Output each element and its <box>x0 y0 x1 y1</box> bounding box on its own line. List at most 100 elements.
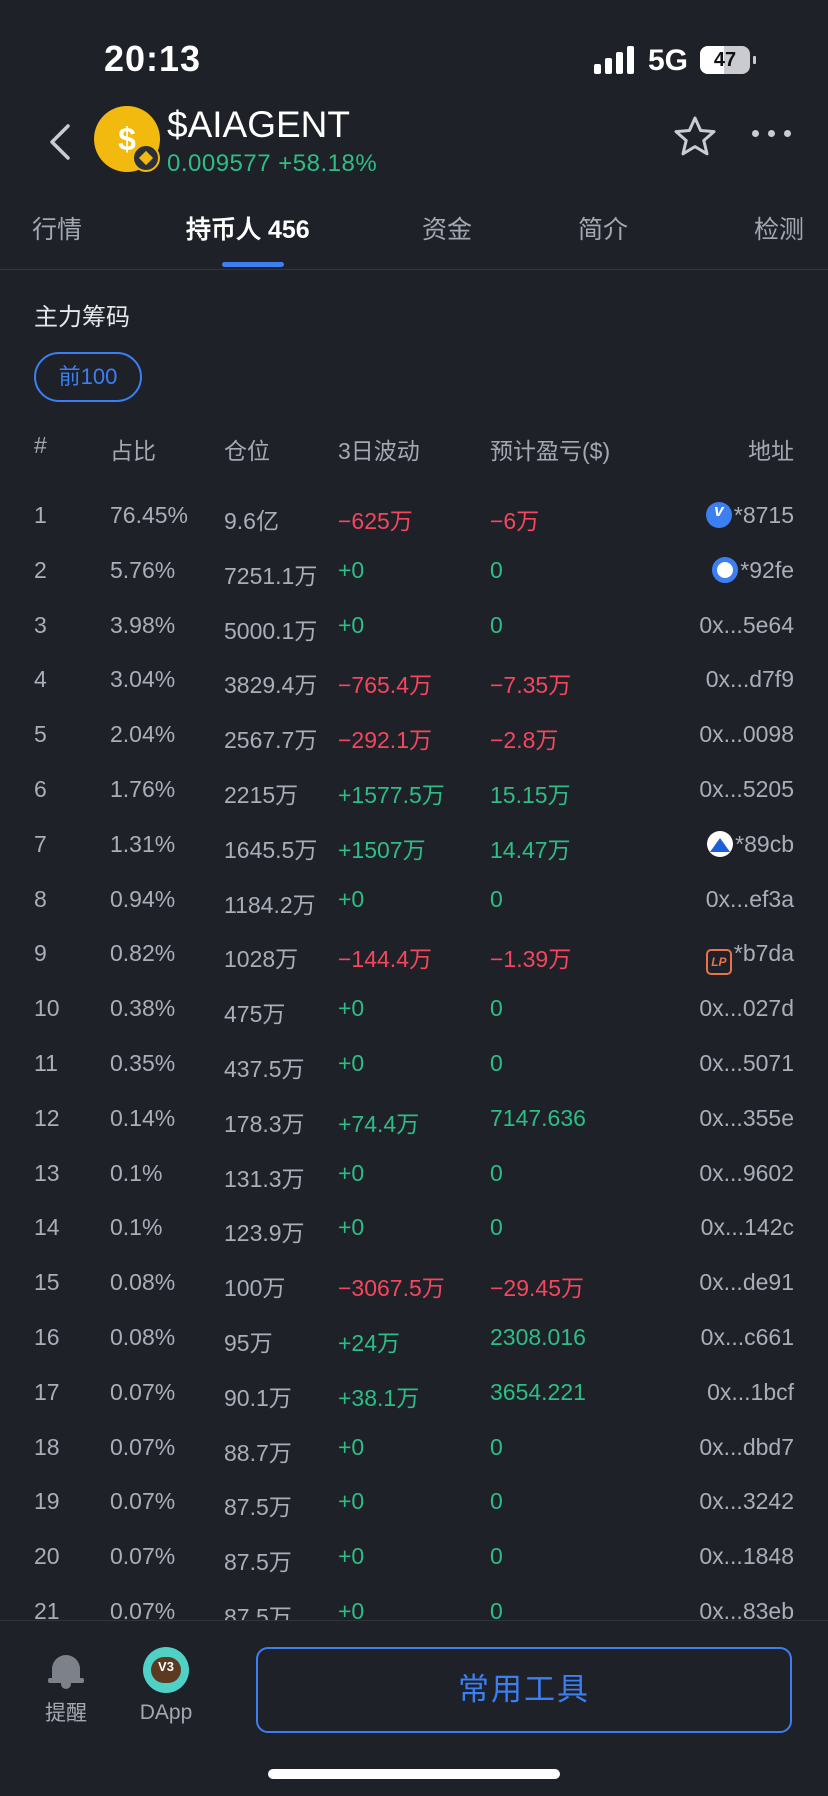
row-share: 76.45% <box>110 502 189 528</box>
table-row[interactable]: 11 0.35% 437.5万 +0 0 0x...5071 <box>0 1038 828 1093</box>
table-row[interactable]: 14 0.1% 123.9万 +0 0 0x...142c <box>0 1202 828 1257</box>
row-address[interactable]: 0x...027d <box>699 995 794 1022</box>
row-pnl: 0 <box>490 1159 503 1186</box>
row-address[interactable]: 0x...9602 <box>699 1160 794 1187</box>
row-pnl: 0 <box>490 1598 503 1620</box>
table-row[interactable]: 10 0.38% 475万 +0 0 0x...027d <box>0 983 828 1038</box>
row-address[interactable]: 0x...0098 <box>699 721 794 748</box>
row-address-text: 0x...c661 <box>700 1324 794 1350</box>
table-row[interactable]: 19 0.07% 87.5万 +0 0 0x...3242 <box>0 1476 828 1531</box>
row-rank: 16 <box>34 1324 60 1350</box>
row-rank: 12 <box>34 1104 60 1131</box>
row-address[interactable]: 0x...83eb <box>699 1598 794 1620</box>
row-pnl: −7.35万 <box>490 672 572 699</box>
table-row[interactable]: 6 1.76% 2215万 +1577.5万 15.15万 0x...5205 <box>0 764 828 819</box>
row-address-text: 0x...83eb <box>699 1598 794 1620</box>
row-rank: 21 <box>34 1598 60 1620</box>
row-address[interactable]: 0x...355e <box>699 1105 794 1132</box>
row-address[interactable]: 0x...ef3a <box>706 886 794 913</box>
row-share: 0.08% <box>110 1269 176 1296</box>
table-row[interactable]: 17 0.07% 90.1万 +38.1万 3654.221 0x...1bcf <box>0 1367 828 1422</box>
row-pnl: 2308.016 <box>490 1324 586 1350</box>
dapp-icon: V3 <box>143 1647 189 1693</box>
battery-level: 47 <box>713 49 737 71</box>
row-3day-change: −3067.5万 <box>338 1275 445 1302</box>
row-3day-change: +0 <box>338 1598 365 1620</box>
row-address[interactable]: 0x...5071 <box>699 1050 794 1077</box>
row-pnl: −1.39万 <box>490 946 572 973</box>
dapp-button[interactable]: V3 DApp <box>126 1647 206 1725</box>
row-rank: 11 <box>34 1050 58 1076</box>
row-address[interactable]: 0x...de91 <box>699 1269 794 1296</box>
tab-intro[interactable]: 简介 <box>578 216 629 244</box>
row-share: 0.07% <box>110 1543 176 1570</box>
row-share: 3.98% <box>110 611 176 638</box>
header-share: 占比 <box>110 438 156 464</box>
tab-holders[interactable]: 持币人 456 <box>186 216 310 244</box>
row-address[interactable]: 0x...c661 <box>701 1324 794 1351</box>
row-address-text: 0x...355e <box>699 1104 794 1131</box>
row-address[interactable]: 0x...5e64 <box>699 612 794 639</box>
row-pnl: 15.15万 <box>490 782 571 808</box>
table-row[interactable]: 18 0.07% 88.7万 +0 0 0x...dbd7 <box>0 1422 828 1477</box>
row-pnl: −6万 <box>490 508 540 534</box>
tab-funds[interactable]: 资金 <box>422 216 473 244</box>
row-address[interactable]: 0x...1bcf <box>707 1379 794 1406</box>
table-row[interactable]: 2 5.76% 7251.1万 +0 0 *92fe <box>0 545 828 600</box>
more-icon[interactable] <box>752 128 792 140</box>
lp-badge-icon: LP <box>705 949 732 976</box>
tab-check[interactable]: 检测 <box>754 216 805 244</box>
table-row[interactable]: 3 3.98% 5000.1万 +0 0 0x...5e64 <box>0 600 828 655</box>
row-position: 7251.1万 <box>224 562 318 589</box>
table-row[interactable]: 21 0.07% 87.5万 +0 0 0x...83eb <box>0 1586 828 1620</box>
row-address[interactable]: 0x...5205 <box>699 776 794 803</box>
row-address[interactable]: *92fe <box>712 556 794 584</box>
table-row[interactable]: 4 3.04% 3829.4万 −765.4万 −7.35万 0x...d7f9 <box>0 654 828 709</box>
row-share: 0.08% <box>110 1324 176 1350</box>
row-pnl: 0 <box>490 1543 503 1570</box>
table-row[interactable]: 16 0.08% 95万 +24万 2308.016 0x...c661 <box>0 1312 828 1367</box>
top100-filter-pill[interactable]: 前100 <box>34 352 142 402</box>
row-address[interactable]: *89cb <box>707 830 794 858</box>
row-share: 5.76% <box>110 556 176 583</box>
favorite-star-icon[interactable] <box>672 114 718 160</box>
table-row[interactable]: 15 0.08% 100万 −3067.5万 −29.45万 0x...de91 <box>0 1257 828 1312</box>
row-address-text: 0x...dbd7 <box>699 1433 794 1460</box>
table-row[interactable]: 8 0.94% 1184.2万 +0 0 0x...ef3a <box>0 874 828 929</box>
bottom-bar: 提醒 V3 DApp 常用工具 <box>0 1620 828 1796</box>
table-row[interactable]: 1 76.45% 9.6亿 −625万 −6万 *8715 <box>0 490 828 545</box>
network-type: 5G <box>648 44 689 77</box>
row-position: 9.6亿 <box>224 508 279 534</box>
table-row[interactable]: 5 2.04% 2567.7万 −292.1万 −2.8万 0x...0098 <box>0 709 828 764</box>
bell-icon <box>48 1651 84 1689</box>
table-row[interactable]: 9 0.82% 1028万 −144.4万 −1.39万 LP *b7da <box>0 928 828 983</box>
row-address[interactable]: LP *b7da <box>705 940 794 976</box>
row-address-text: 0x...142c <box>700 1214 794 1241</box>
table-row[interactable]: 12 0.14% 178.3万 +74.4万 7147.636 0x...355e <box>0 1093 828 1148</box>
remind-label: 提醒 <box>45 1702 87 1725</box>
row-share: 3.04% <box>110 666 176 693</box>
exchange-ring-icon <box>712 556 739 583</box>
tab-market[interactable]: 行情 <box>32 216 83 244</box>
row-address[interactable]: 0x...d7f9 <box>706 666 794 693</box>
row-address[interactable]: 0x...142c <box>701 1214 794 1241</box>
row-address[interactable]: 0x...dbd7 <box>699 1434 794 1461</box>
table-row[interactable]: 7 1.31% 1645.5万 +1507万 14.47万 *89cb <box>0 819 828 874</box>
row-pnl: 0 <box>490 1214 503 1241</box>
row-address[interactable]: *8715 <box>705 501 794 529</box>
back-arrow-icon[interactable] <box>44 120 80 164</box>
row-share: 0.07% <box>110 1378 176 1405</box>
remind-button[interactable]: 提醒 <box>26 1651 106 1727</box>
bnb-chain-icon <box>132 144 160 172</box>
row-3day-change: +0 <box>338 1488 365 1515</box>
row-address[interactable]: 0x...1848 <box>699 1543 794 1570</box>
section-title: 主力筹码 <box>34 304 130 331</box>
table-row[interactable]: 13 0.1% 131.3万 +0 0 0x...9602 <box>0 1148 828 1203</box>
active-tab-indicator <box>222 262 284 267</box>
row-address[interactable]: 0x...3242 <box>699 1488 794 1515</box>
common-tools-button[interactable]: 常用工具 <box>256 1647 792 1733</box>
row-share: 0.82% <box>110 940 176 967</box>
table-row[interactable]: 20 0.07% 87.5万 +0 0 0x...1848 <box>0 1531 828 1586</box>
row-pnl: 0 <box>490 1433 503 1460</box>
